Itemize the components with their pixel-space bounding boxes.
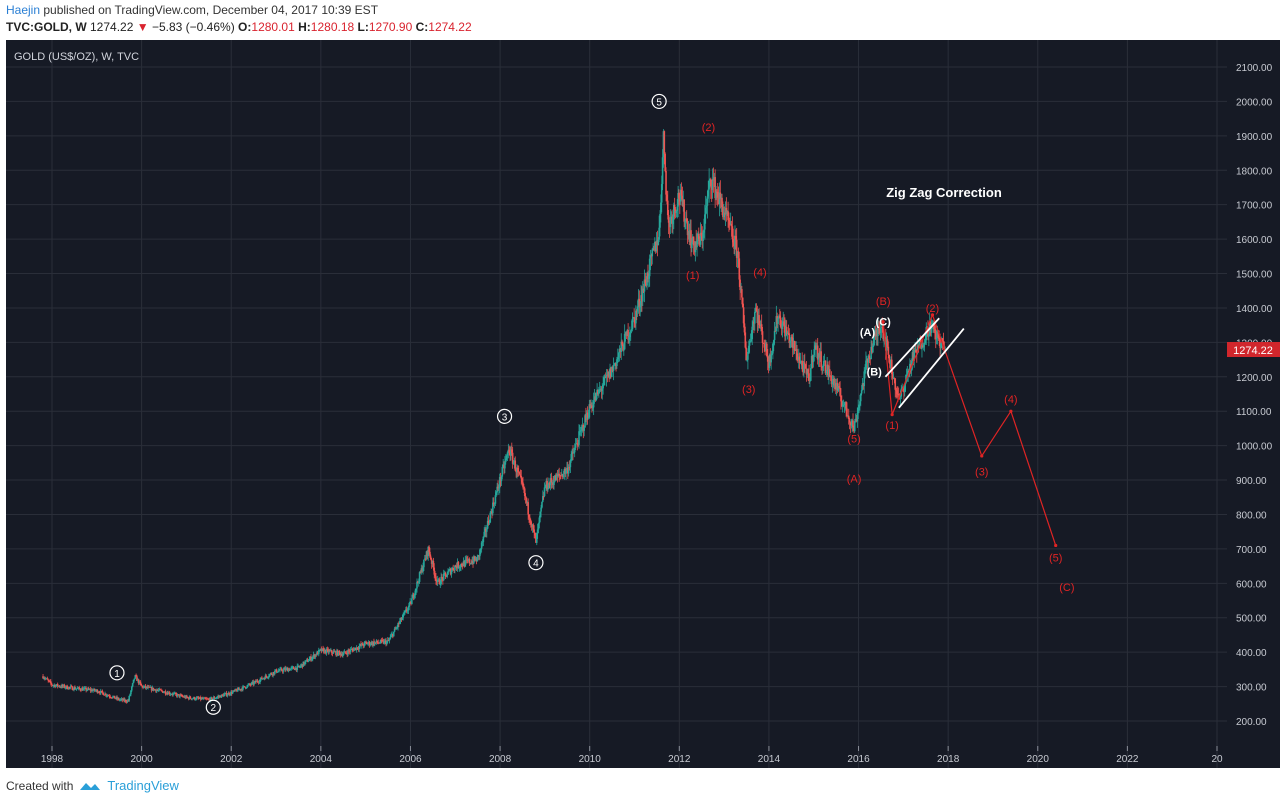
close-label: C:	[415, 20, 429, 34]
author-link[interactable]: Haejin	[6, 3, 41, 17]
down-arrow-icon: ▼	[136, 20, 149, 34]
chart-area[interactable]	[6, 40, 1227, 768]
last-price: 1274.22	[90, 20, 134, 34]
created-with-label: Created with	[6, 778, 74, 793]
high-label: H:	[298, 20, 311, 34]
ohlc-header: TVC:GOLD, W 1274.22 ▼ −5.83 (−0.46%) O:1…	[6, 20, 472, 34]
open-label: O:	[238, 20, 252, 34]
publish-info: Haejin published on TradingView.com, Dec…	[6, 3, 378, 17]
symbol-label: TVC:GOLD, W	[6, 20, 87, 34]
price-change: −5.83 (−0.46%)	[151, 20, 235, 34]
price-axis[interactable]	[1227, 40, 1280, 768]
low-value: 1270.90	[368, 20, 413, 34]
open-value: 1280.01	[251, 20, 295, 34]
tradingview-brand-link[interactable]: TradingView	[107, 778, 179, 793]
high-value: 1280.18	[310, 20, 355, 34]
footer: Created with TradingView	[6, 778, 179, 793]
tradingview-logo-icon	[80, 782, 101, 790]
close-value: 1274.22	[428, 20, 472, 34]
publish-text: published on TradingView.com, December 0…	[40, 3, 379, 17]
low-label: L:	[357, 20, 369, 34]
